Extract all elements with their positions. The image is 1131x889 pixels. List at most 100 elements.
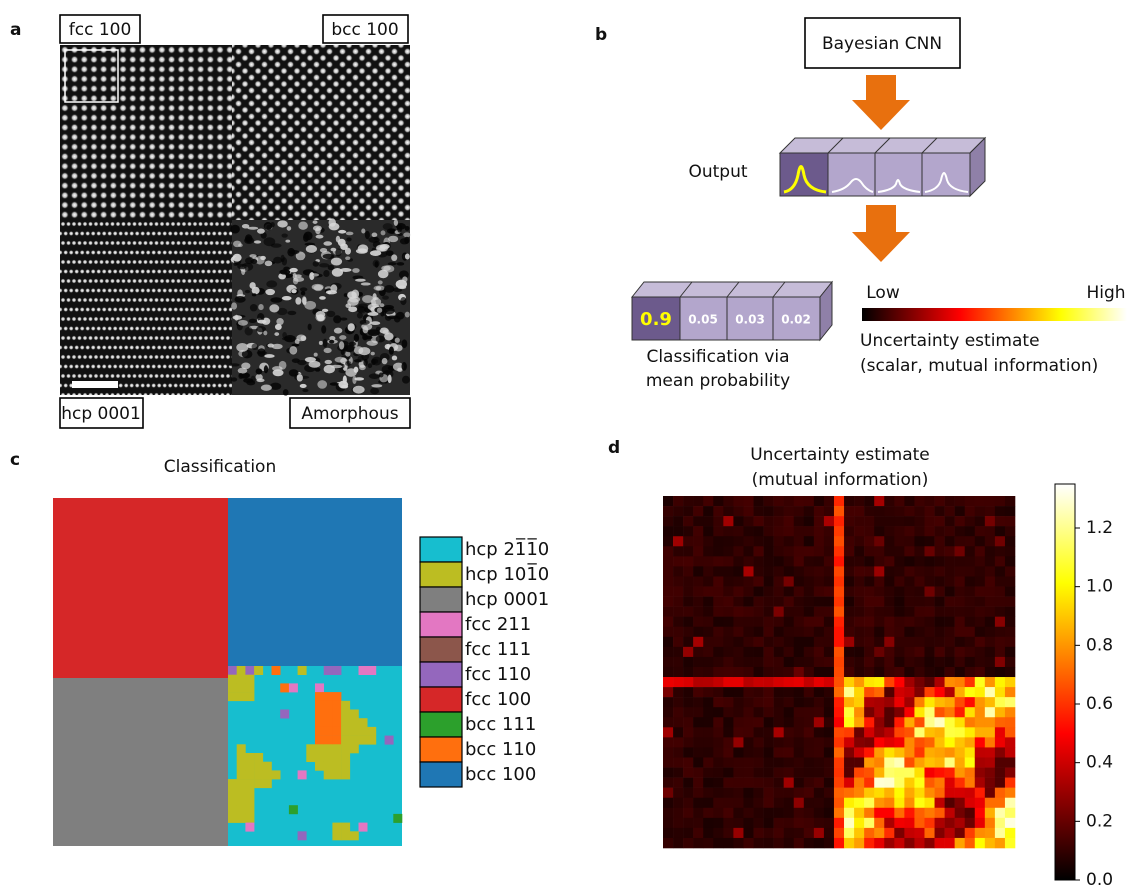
cell xyxy=(834,566,844,576)
cell xyxy=(824,506,834,516)
cell xyxy=(874,798,884,808)
speckle xyxy=(242,224,249,228)
cell xyxy=(723,717,733,727)
speckle xyxy=(287,226,292,231)
cell xyxy=(784,617,794,627)
cell xyxy=(904,576,914,586)
cell xyxy=(703,516,713,526)
cell xyxy=(764,757,774,767)
cell xyxy=(733,496,743,506)
cell xyxy=(814,677,824,687)
cell xyxy=(854,607,864,617)
cell xyxy=(844,687,854,697)
cell xyxy=(673,677,683,687)
cell xyxy=(814,828,824,838)
cell xyxy=(904,546,914,556)
cell xyxy=(864,717,874,727)
cell xyxy=(794,627,804,637)
cell xyxy=(924,576,934,586)
cell xyxy=(784,757,794,767)
cell xyxy=(914,607,924,617)
cell xyxy=(945,597,955,607)
cell xyxy=(754,788,764,798)
cell xyxy=(924,687,934,697)
cell xyxy=(723,526,733,536)
cell xyxy=(237,762,246,771)
cell xyxy=(245,770,254,779)
cell xyxy=(794,597,804,607)
cell xyxy=(673,526,683,536)
speckle xyxy=(405,312,410,318)
cell xyxy=(723,627,733,637)
cell xyxy=(228,779,237,788)
cell xyxy=(794,747,804,757)
cell xyxy=(743,667,753,677)
speckle xyxy=(360,320,370,325)
speckle xyxy=(257,351,267,354)
cell xyxy=(764,597,774,607)
speckle xyxy=(303,297,307,305)
cell xyxy=(663,506,673,516)
cell xyxy=(794,798,804,808)
speckle xyxy=(371,352,375,356)
cell xyxy=(834,808,844,818)
legend-swatch xyxy=(420,737,462,762)
cell xyxy=(804,677,814,687)
cell xyxy=(844,597,854,607)
cell xyxy=(237,683,246,692)
cell xyxy=(844,768,854,778)
speckle xyxy=(392,356,397,361)
cell xyxy=(663,747,673,757)
cell xyxy=(985,798,995,808)
speckle xyxy=(249,254,256,258)
cell xyxy=(784,637,794,647)
cell xyxy=(764,707,774,717)
speckle xyxy=(298,221,308,229)
cell xyxy=(884,516,894,526)
cell xyxy=(733,788,743,798)
cell xyxy=(733,798,743,808)
cell xyxy=(864,536,874,546)
cell xyxy=(904,506,914,516)
phase-label: hcp 0001 xyxy=(61,404,141,424)
cell xyxy=(804,516,814,526)
cell xyxy=(945,687,955,697)
cell xyxy=(985,768,995,778)
cell xyxy=(894,496,904,506)
cell xyxy=(703,536,713,546)
cell xyxy=(723,687,733,697)
cell xyxy=(894,667,904,677)
cell xyxy=(245,779,254,788)
cell xyxy=(723,576,733,586)
cell xyxy=(794,607,804,617)
cell xyxy=(703,687,713,697)
bcc-image xyxy=(232,45,410,220)
cell xyxy=(723,617,733,627)
cell xyxy=(743,587,753,597)
speckle xyxy=(346,237,351,241)
cell xyxy=(834,627,844,637)
cell xyxy=(723,768,733,778)
cell xyxy=(945,607,955,617)
cell xyxy=(864,778,874,788)
cell xyxy=(995,576,1005,586)
cell xyxy=(874,657,884,667)
cell xyxy=(743,828,753,838)
speckle xyxy=(233,315,243,320)
panel-title: Classification xyxy=(164,457,276,477)
cell xyxy=(904,687,914,697)
cell xyxy=(804,526,814,536)
cell xyxy=(703,768,713,778)
speckle xyxy=(304,231,313,240)
speckle xyxy=(270,297,282,303)
cell xyxy=(315,744,324,753)
cell xyxy=(945,566,955,576)
cell xyxy=(884,687,894,697)
cell xyxy=(784,576,794,586)
cell xyxy=(985,576,995,586)
cell xyxy=(935,778,945,788)
cell xyxy=(764,516,774,526)
cell xyxy=(794,727,804,737)
cell xyxy=(341,753,350,762)
cell xyxy=(733,667,743,677)
